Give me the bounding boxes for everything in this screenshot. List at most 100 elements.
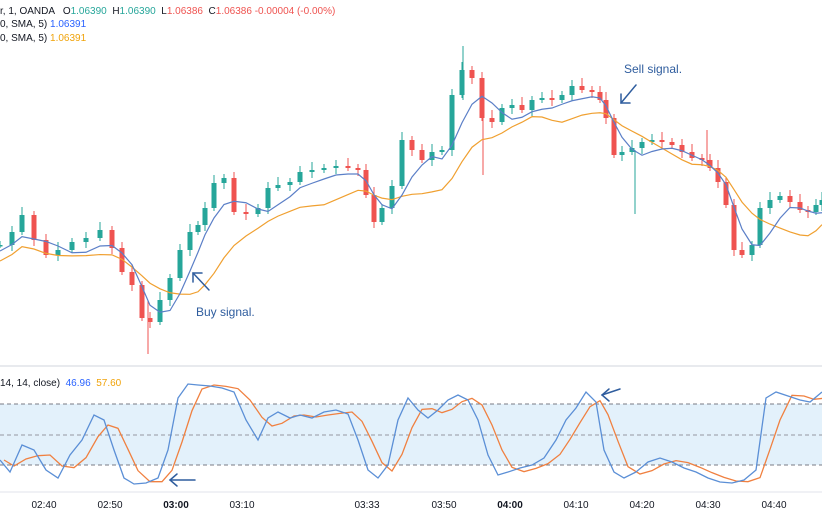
time-label: 03:00 <box>163 500 189 511</box>
candle-body <box>597 92 603 100</box>
candle-body <box>83 238 89 242</box>
candle-body <box>731 205 737 250</box>
candle-body <box>715 168 721 182</box>
sma2-legend[interactable]: 0, SMA, 5) 1.06391 <box>0 32 86 45</box>
candle-body <box>489 118 495 122</box>
candle-body <box>669 142 675 145</box>
candle-body <box>31 215 37 240</box>
sell-arrow-icon <box>620 84 637 104</box>
candle-body <box>109 230 115 248</box>
time-label: 04:10 <box>563 500 589 511</box>
candle-body <box>749 245 755 255</box>
candle-body <box>629 148 635 152</box>
stoch-k-line <box>0 383 822 485</box>
candle-body <box>707 160 713 168</box>
stoch-legend[interactable]: 14, 14, close) 46.96 57.60 <box>0 377 121 390</box>
candle-body <box>321 168 327 170</box>
candle-body <box>469 70 475 78</box>
time-label: 04:20 <box>629 500 655 511</box>
candle-body <box>787 196 793 202</box>
candle-body <box>221 178 227 183</box>
candle-body <box>757 208 763 245</box>
candle-body <box>309 170 315 172</box>
candle-body <box>559 95 565 100</box>
candle-body <box>255 208 261 214</box>
candle-body <box>195 225 201 232</box>
candle-body <box>409 140 415 150</box>
candle-body <box>459 70 465 95</box>
candle-body <box>679 145 685 152</box>
buy-signal-label: Buy signal. <box>196 305 255 319</box>
candle-body <box>659 140 665 142</box>
candle-body <box>177 250 183 278</box>
candle-body <box>439 150 445 152</box>
candle-body <box>813 205 819 212</box>
candle-body <box>767 200 773 208</box>
candle-body <box>55 250 61 255</box>
change-value: -0.00004 (-0.00%) <box>254 6 336 17</box>
candle-body <box>97 230 103 238</box>
candle-body <box>549 98 555 100</box>
candle-body <box>345 166 351 168</box>
candle-body <box>619 152 625 155</box>
ohlc-legend: r, 1, OANDA O1.06390 H1.06390 L1.06386 C… <box>0 5 335 18</box>
sma2-label: 0, SMA, 5) <box>0 33 48 44</box>
time-label: 03:10 <box>229 500 255 511</box>
time-label: 04:40 <box>761 500 787 511</box>
candle-body <box>603 100 609 118</box>
time-label: 04:30 <box>695 500 721 511</box>
high-value: 1.06390 <box>119 6 156 17</box>
fast-sma-line <box>0 95 822 313</box>
candle-body <box>211 183 217 208</box>
candle-body <box>19 215 25 232</box>
open-label: O <box>62 6 71 17</box>
high-label: H <box>112 6 120 17</box>
candlestick-series <box>0 46 822 354</box>
candle-body <box>43 240 49 255</box>
candle-body <box>265 188 271 208</box>
stoch-label: 14, 14, close) <box>0 378 61 389</box>
candle-body <box>739 250 745 255</box>
candle-body <box>355 168 361 170</box>
stoch-k-value: 46.96 <box>65 378 91 389</box>
time-label: 03:33 <box>354 500 380 511</box>
stoch-d-value: 57.60 <box>96 378 122 389</box>
candle-body <box>371 195 377 222</box>
time-label: 03:50 <box>431 500 457 511</box>
candle-body <box>539 98 545 100</box>
candle-body <box>287 182 293 185</box>
candle-body <box>157 300 163 322</box>
candle-body <box>579 86 585 90</box>
candle-body <box>363 170 369 195</box>
low-label: L <box>161 6 167 17</box>
candle-body <box>449 95 455 150</box>
slow-sma-line <box>0 112 822 295</box>
candle-body <box>187 232 193 250</box>
low-value: 1.06386 <box>166 6 203 17</box>
candle-body <box>243 212 249 214</box>
candle-body <box>639 142 645 148</box>
sell-signal-label: Sell signal. <box>624 62 683 76</box>
time-label: 02:50 <box>97 500 123 511</box>
candle-body <box>479 78 485 118</box>
candle-body <box>129 272 135 285</box>
candle-body <box>723 182 729 205</box>
candle-body <box>611 118 617 155</box>
sma1-value: 1.06391 <box>50 19 87 30</box>
stoch-bottom-arrow-icon <box>168 473 196 487</box>
candle-body <box>139 285 145 318</box>
symbol-info[interactable]: r, 1, OANDA <box>0 6 55 17</box>
candle-body <box>519 105 525 110</box>
candle-body <box>569 86 575 95</box>
candle-body <box>69 242 75 250</box>
candle-body <box>379 208 385 222</box>
candle-body <box>499 108 505 122</box>
time-label: 04:00 <box>497 500 523 511</box>
candle-body <box>167 278 173 300</box>
candle-body <box>231 178 237 212</box>
candle-body <box>589 90 595 92</box>
candle-body <box>147 318 153 322</box>
sma1-legend[interactable]: 0, SMA, 5) 1.06391 <box>0 18 86 31</box>
candle-body <box>399 140 405 186</box>
